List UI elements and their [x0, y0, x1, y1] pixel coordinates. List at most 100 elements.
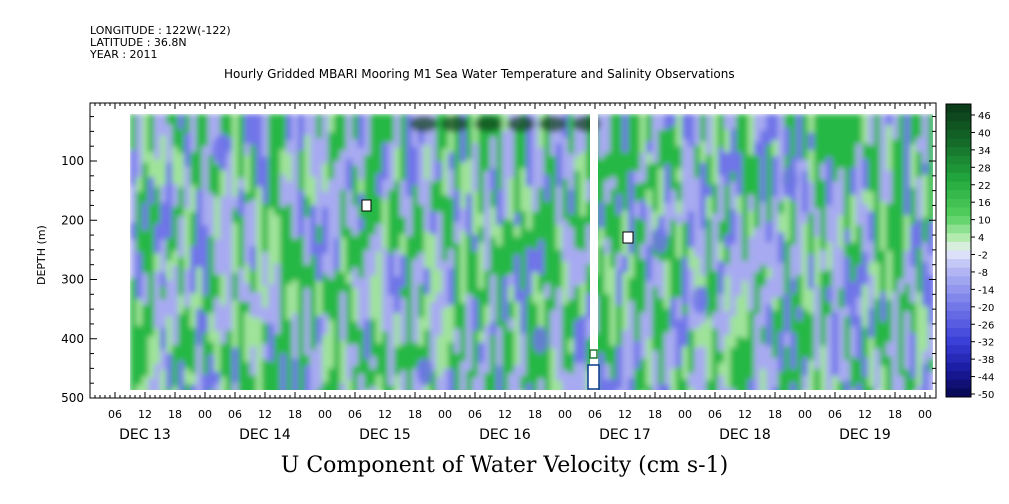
heatmap-cell — [718, 175, 725, 222]
heatmap-cell — [232, 114, 239, 152]
x-hour-label: 12 — [858, 408, 872, 421]
heatmap-cell — [556, 143, 563, 188]
heatmap-cell — [196, 228, 203, 269]
heatmap-cell — [154, 253, 161, 273]
heatmap-cell — [484, 157, 491, 173]
heatmap-cell — [460, 303, 467, 346]
heatmap-cell — [796, 160, 803, 192]
heatmap-cell — [526, 294, 533, 335]
x-hour-label: 12 — [498, 408, 512, 421]
heatmap-cell — [916, 137, 923, 153]
heatmap-cell — [340, 237, 347, 275]
heatmap-cell — [610, 299, 617, 347]
heatmap-cell — [400, 370, 407, 390]
heatmap-cell — [502, 131, 509, 163]
heatmap-cell — [508, 221, 515, 264]
heatmap-cell — [808, 181, 815, 214]
heatmap-cell — [586, 293, 593, 319]
heatmap-cell — [670, 190, 677, 221]
heatmap-cell — [268, 159, 275, 210]
heatmap-cell — [316, 243, 323, 283]
heatmap-cell — [550, 268, 557, 312]
heatmap-cell — [232, 272, 239, 302]
colorbar-band — [946, 129, 971, 139]
heatmap-cell — [178, 313, 185, 362]
heatmap-cell — [730, 389, 737, 390]
heatmap-cell — [874, 262, 881, 300]
heatmap-cell — [538, 239, 545, 276]
surface-feature — [538, 116, 567, 132]
heatmap-cell — [532, 162, 539, 213]
heatmap-cell — [670, 254, 677, 287]
heatmap-cell — [760, 368, 767, 382]
heatmap-cell — [802, 114, 809, 161]
heatmap-cell — [406, 277, 413, 309]
heatmap-cell — [646, 141, 653, 154]
y-axis-ticks: 100 200 300 400 500 — [61, 116, 936, 405]
heatmap-cell — [784, 346, 791, 380]
heatmap-cell — [334, 334, 341, 349]
heatmap-cell — [706, 355, 713, 382]
heatmap-cell — [202, 114, 209, 148]
heatmap-cell — [184, 327, 191, 370]
heatmap-cell — [532, 303, 539, 333]
heatmap-cell — [754, 114, 761, 143]
heatmap-cell — [616, 214, 623, 254]
heatmap-cell — [514, 236, 521, 256]
colorbar-band — [946, 328, 971, 338]
heatmap-cell — [604, 203, 611, 220]
heatmap-cell — [304, 264, 311, 290]
heatmap-cell — [568, 227, 575, 276]
heatmap-cell — [412, 294, 419, 344]
heatmap-cell — [688, 268, 695, 301]
heatmap-cell — [358, 328, 365, 376]
heatmap-cell — [892, 213, 899, 261]
heatmap-cell — [238, 337, 245, 361]
x-hour-label: 06 — [348, 408, 362, 421]
heatmap-cell — [604, 253, 611, 296]
heatmap-cell — [538, 378, 545, 390]
heatmap-cell — [784, 196, 791, 243]
heatmap-cell — [544, 336, 551, 365]
heatmap-cell — [460, 388, 467, 390]
heatmap-cell — [472, 298, 479, 332]
heatmap-cell — [538, 274, 545, 294]
heatmap-cell — [334, 389, 341, 390]
heatmap-cell — [412, 114, 419, 148]
heatmap-cell — [616, 269, 623, 307]
heatmap-cell — [724, 234, 731, 249]
heatmap-cell — [454, 353, 461, 390]
heatmap-cell — [526, 154, 533, 188]
heatmap-cell — [892, 139, 899, 169]
heatmap-cell — [346, 190, 353, 229]
heatmap-cell — [520, 334, 527, 355]
heatmap-cell — [214, 297, 221, 333]
heatmap-cell — [814, 249, 821, 288]
heatmap-cell — [796, 212, 803, 228]
heatmap-cell — [442, 272, 449, 309]
heatmap-cell — [742, 352, 749, 374]
heatmap-cell — [304, 196, 311, 219]
heatmap-cell — [772, 236, 779, 277]
heatmap-cell — [742, 197, 749, 245]
heatmap-cell — [538, 147, 545, 163]
heatmap-cell — [610, 379, 617, 390]
heatmap-cell — [448, 234, 455, 250]
heatmap-cell — [928, 158, 933, 193]
heatmap-cell — [880, 366, 887, 390]
heatmap-cell — [808, 254, 815, 291]
heatmap-cell — [532, 286, 539, 305]
heatmap-cell — [334, 160, 341, 208]
heatmap-cell — [286, 351, 293, 376]
heatmap-cell — [244, 203, 251, 223]
heatmap-cell — [706, 154, 713, 187]
heatmap-cell — [262, 252, 269, 287]
heatmap-cell — [742, 295, 749, 340]
heatmap-cell — [226, 151, 233, 195]
heatmap-cell — [388, 142, 395, 191]
heatmap-cell — [892, 259, 899, 294]
heatmap-cell — [556, 287, 563, 305]
heatmap-cell — [376, 224, 383, 253]
heatmap-cell — [220, 365, 227, 379]
heatmap-cell — [730, 114, 737, 130]
